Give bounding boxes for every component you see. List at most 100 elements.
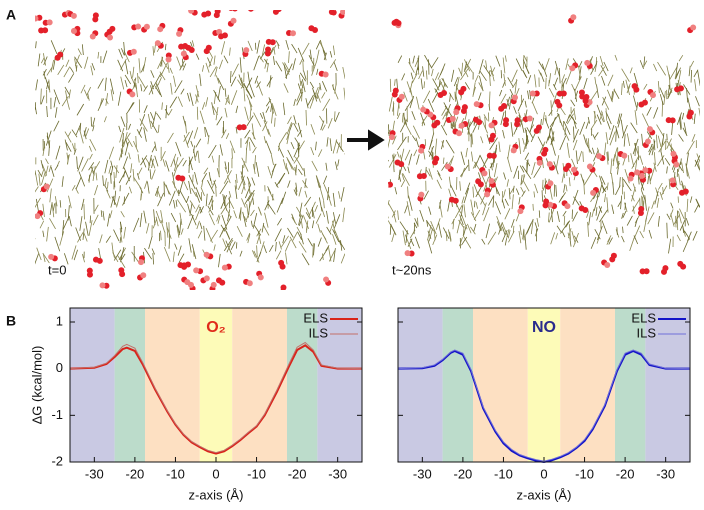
molecule — [448, 196, 455, 203]
x-tick-label: -30 — [656, 466, 675, 481]
lipid — [297, 47, 305, 62]
lipid — [449, 231, 452, 241]
lipid — [239, 250, 243, 257]
lipid — [189, 92, 194, 107]
lipid — [191, 187, 197, 197]
lipid — [590, 236, 597, 249]
molecule — [328, 10, 335, 16]
lipid — [432, 234, 438, 246]
lipid — [659, 94, 664, 106]
lipid — [140, 155, 148, 166]
lipid — [140, 64, 145, 73]
lipid — [404, 234, 412, 250]
lipid — [211, 102, 215, 115]
lipid — [448, 176, 452, 188]
lipid — [560, 221, 569, 234]
lipid — [133, 140, 139, 153]
molecule — [157, 26, 164, 33]
lipid — [573, 196, 580, 206]
lipid — [246, 232, 251, 241]
lipid — [620, 119, 625, 136]
lipid — [293, 122, 299, 132]
lipid — [230, 70, 232, 83]
molecule — [135, 23, 142, 30]
lipid — [218, 253, 221, 268]
lipid — [211, 179, 217, 189]
lipid — [104, 159, 109, 174]
lipid — [634, 110, 638, 125]
molecule — [193, 267, 200, 274]
lipid — [175, 141, 182, 157]
lipid — [73, 148, 77, 155]
lipid — [264, 58, 268, 69]
lipid — [115, 165, 118, 178]
lipid — [460, 165, 469, 177]
lipid — [412, 125, 420, 139]
lipid — [522, 137, 525, 145]
lipid — [239, 57, 242, 73]
lipid — [205, 228, 213, 243]
lipid — [240, 175, 246, 191]
lipid — [173, 157, 179, 172]
lipid — [35, 253, 39, 265]
lipid — [71, 184, 76, 191]
lipid — [195, 138, 202, 148]
lipid — [332, 45, 336, 56]
molecule — [488, 178, 495, 185]
molecule — [458, 89, 465, 96]
lipid — [137, 154, 140, 163]
lipid — [104, 77, 107, 91]
molecule — [232, 10, 238, 12]
lipid — [502, 57, 506, 74]
lipid — [222, 238, 227, 249]
molecule — [639, 268, 646, 275]
lipid — [110, 195, 115, 208]
lipid — [275, 60, 283, 72]
lipid — [243, 216, 248, 223]
lipid — [246, 94, 253, 107]
lipid — [216, 116, 223, 126]
lipid — [123, 41, 126, 56]
molecule — [498, 105, 505, 112]
molecule — [590, 189, 597, 196]
lipid — [653, 152, 656, 166]
lipid — [195, 53, 200, 60]
lipid — [463, 187, 470, 204]
lipid — [296, 206, 303, 218]
lipid — [475, 202, 478, 209]
lipid — [617, 113, 621, 124]
lipid — [131, 251, 139, 263]
lipid — [130, 163, 133, 173]
lipid — [626, 133, 631, 146]
lipid — [451, 218, 456, 225]
lipid — [631, 194, 635, 202]
lipid — [210, 229, 218, 242]
lipid — [588, 212, 592, 226]
lipid — [583, 77, 588, 90]
lipid — [68, 89, 71, 99]
lipid — [573, 235, 579, 243]
lipid — [292, 58, 296, 71]
lipid — [173, 164, 179, 177]
lipid — [641, 113, 650, 128]
lipid — [643, 83, 648, 90]
lipid — [187, 203, 191, 214]
lipid — [92, 166, 96, 182]
lipid — [119, 236, 122, 244]
molecule — [541, 150, 548, 157]
lipid — [425, 70, 428, 80]
lipid — [82, 228, 85, 240]
lipid — [398, 174, 402, 182]
lipid — [223, 170, 232, 184]
molecule — [248, 10, 254, 12]
lipid — [142, 56, 147, 72]
lipid — [235, 126, 238, 134]
lipid — [416, 154, 420, 165]
molecule — [670, 150, 677, 157]
lipid — [548, 87, 555, 98]
lipid — [622, 178, 632, 192]
lipid — [119, 221, 123, 230]
lipid — [75, 177, 82, 190]
lipid — [266, 76, 273, 87]
lipid — [632, 205, 635, 214]
